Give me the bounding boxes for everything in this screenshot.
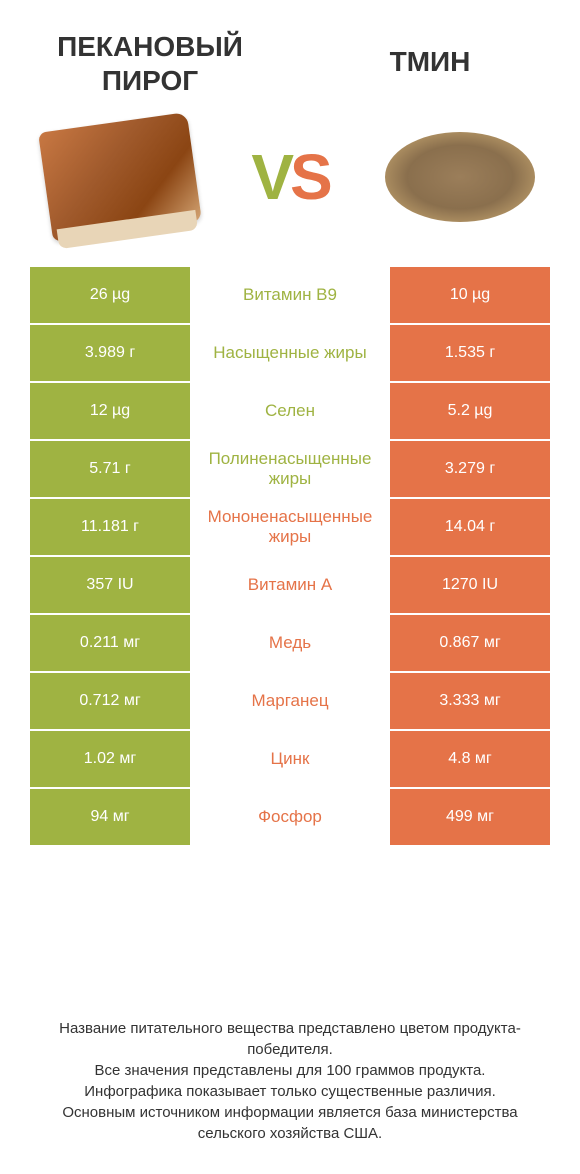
header: ПЕКАНОВЫЙ ПИРОГ ТМИН (0, 0, 580, 117)
vs-row: VS (0, 117, 580, 267)
nutrient-label: Витамин B9 (190, 267, 390, 323)
table-row: 3.989 гНасыщенные жиры1.535 г (30, 325, 550, 381)
right-value: 1.535 г (390, 325, 550, 381)
right-value: 1270 IU (390, 557, 550, 613)
left-value: 26 µg (30, 267, 190, 323)
footer-line: Название питательного вещества представл… (30, 1018, 550, 1060)
table-row: 0.712 мгМарганец3.333 мг (30, 673, 550, 729)
pecan-pie-image (40, 117, 200, 237)
left-value: 0.211 мг (30, 615, 190, 671)
nutrient-label: Селен (190, 383, 390, 439)
table-row: 5.71 гПолиненасыщенные жиры3.279 г (30, 441, 550, 497)
left-value: 5.71 г (30, 441, 190, 497)
table-row: 1.02 мгЦинк4.8 мг (30, 731, 550, 787)
left-value: 11.181 г (30, 499, 190, 555)
left-value: 1.02 мг (30, 731, 190, 787)
vs-label: VS (251, 140, 328, 214)
left-value: 94 мг (30, 789, 190, 845)
left-value: 357 IU (30, 557, 190, 613)
footer-notes: Название питательного вещества представл… (0, 978, 580, 1174)
left-value: 12 µg (30, 383, 190, 439)
nutrient-label: Витамин A (190, 557, 390, 613)
nutrient-label: Цинк (190, 731, 390, 787)
nutrient-label: Марганец (190, 673, 390, 729)
left-value: 0.712 мг (30, 673, 190, 729)
cumin-image (380, 117, 540, 237)
right-value: 4.8 мг (390, 731, 550, 787)
nutrient-label: Медь (190, 615, 390, 671)
footer-line: Все значения представлены для 100 граммо… (30, 1060, 550, 1081)
nutrient-label: Мононенасыщенные жиры (190, 499, 390, 555)
left-product-title: ПЕКАНОВЫЙ ПИРОГ (50, 30, 250, 97)
right-value: 3.279 г (390, 441, 550, 497)
right-value: 14.04 г (390, 499, 550, 555)
right-value: 5.2 µg (390, 383, 550, 439)
table-row: 11.181 гМононенасыщенные жиры14.04 г (30, 499, 550, 555)
right-value: 10 µg (390, 267, 550, 323)
table-row: 357 IUВитамин A1270 IU (30, 557, 550, 613)
table-row: 0.211 мгМедь0.867 мг (30, 615, 550, 671)
table-row: 12 µgСелен5.2 µg (30, 383, 550, 439)
right-value: 499 мг (390, 789, 550, 845)
comparison-table: 26 µgВитамин B910 µg3.989 гНасыщенные жи… (0, 267, 580, 978)
right-product-title: ТМИН (330, 30, 530, 79)
right-value: 0.867 мг (390, 615, 550, 671)
footer-line: Инфографика показывает только существенн… (30, 1081, 550, 1102)
nutrient-label: Насыщенные жиры (190, 325, 390, 381)
right-value: 3.333 мг (390, 673, 550, 729)
nutrient-label: Фосфор (190, 789, 390, 845)
left-value: 3.989 г (30, 325, 190, 381)
nutrient-label: Полиненасыщенные жиры (190, 441, 390, 497)
footer-line: Основным источником информации является … (30, 1102, 550, 1144)
table-row: 94 мгФосфор499 мг (30, 789, 550, 845)
table-row: 26 µgВитамин B910 µg (30, 267, 550, 323)
